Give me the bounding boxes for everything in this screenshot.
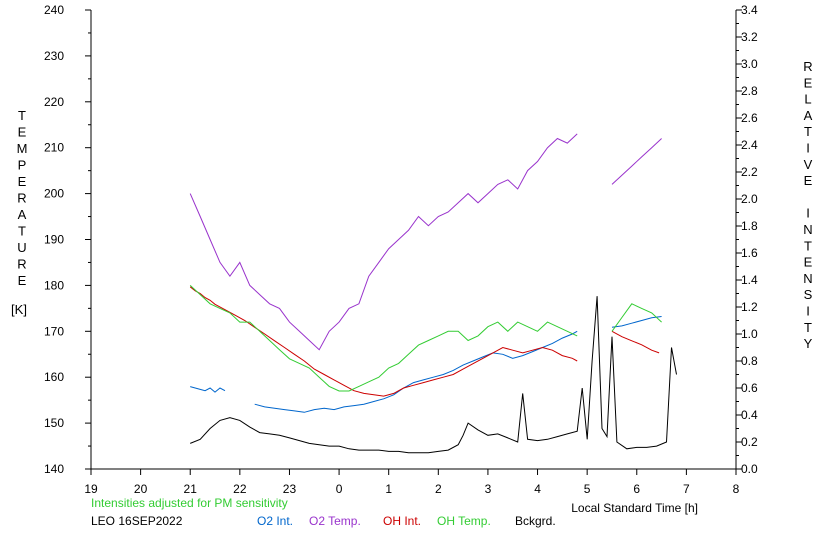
- y-right-tick-label: 2.0: [741, 192, 758, 206]
- x-tick-label: 7: [683, 482, 690, 496]
- y-right-tick-label: 2.8: [741, 84, 758, 98]
- x-tick-label: 6: [633, 482, 640, 496]
- series-line-segment: [190, 296, 677, 454]
- x-tick-label: 22: [233, 482, 247, 496]
- y-right-tick-label: 2.2: [741, 165, 758, 179]
- axes: [85, 9, 742, 475]
- y-left-tick-label: 160: [44, 370, 64, 384]
- y-left-label-letter: A: [18, 207, 27, 222]
- legend-o2-int: O2 Int.: [257, 514, 294, 528]
- y-left-label-letter: E: [18, 125, 27, 140]
- series-lines: [189, 133, 677, 454]
- y-right-label-letter: T: [804, 124, 812, 139]
- y-left-label-letter: E: [18, 174, 27, 189]
- x-tick-label: 3: [485, 482, 492, 496]
- y-right-tick-label: 3.2: [741, 30, 758, 44]
- y-right-label-letter: Y: [804, 336, 813, 351]
- y-left-tick-label: 190: [44, 233, 64, 247]
- y-left-tick-label: 150: [44, 416, 64, 430]
- series-bckgrd: [190, 296, 677, 454]
- series-line-segment: [611, 316, 662, 328]
- y-left-tick-label: 200: [44, 187, 64, 201]
- legend-oh-int: OH Int.: [383, 514, 422, 528]
- y-right-tick-label: 1.2: [741, 300, 758, 314]
- legend-oh-temp: OH Temp.: [437, 514, 491, 528]
- x-tick-label: 5: [584, 482, 591, 496]
- y-right-label-letter: N: [803, 271, 812, 286]
- series-line-segment: [254, 330, 578, 413]
- y-right-tick-label: 0.6: [741, 381, 758, 395]
- y-left-tick-label: 170: [44, 324, 64, 338]
- footer-station: LEO 16SEP2022: [91, 514, 183, 528]
- x-tick-label: 1: [385, 482, 392, 496]
- y-right-label-letter: T: [804, 238, 812, 253]
- series-o2-int: [190, 316, 662, 413]
- y-right-tick-label: 3.4: [741, 3, 758, 17]
- footer-note: Intensities adjusted for PM sensitivity: [91, 496, 288, 510]
- y-left-tick-label: 140: [44, 462, 64, 476]
- x-tick-label: 20: [134, 482, 148, 496]
- y-right-label-letter: S: [804, 287, 813, 302]
- series-line-segment: [189, 286, 578, 397]
- series-line-segment: [190, 386, 226, 393]
- series-line-segment: [611, 303, 662, 332]
- y-right-tick-label: 0.2: [741, 435, 758, 449]
- y-right-label-letter: E: [804, 255, 813, 270]
- y-left-label-letter: M: [17, 141, 28, 156]
- y-right-label-letter: E: [804, 173, 813, 188]
- series-line-segment: [611, 138, 662, 185]
- y-right-tick-label: 0.8: [741, 354, 758, 368]
- y-left-label-letter: R: [17, 191, 26, 206]
- y-right-tick-label: 1.4: [741, 273, 758, 287]
- y-right-tick-label: 1.0: [741, 327, 758, 341]
- x-axis-label: Local Standard Time [h]: [571, 501, 698, 515]
- series-oh-int: [189, 286, 660, 397]
- y-right-label-letter: I: [806, 304, 810, 319]
- x-tick-label: 8: [733, 482, 740, 496]
- y-right-label-letter: E: [804, 75, 813, 90]
- y-left-tick-label: 230: [44, 49, 64, 63]
- legend-bckgrd: Bckgrd.: [515, 514, 556, 528]
- y-right-label-letter: L: [804, 92, 811, 107]
- y-right-label-letter: I: [806, 206, 810, 221]
- y-left-label-letter: U: [17, 240, 26, 255]
- y-right-tick-label: 1.8: [741, 219, 758, 233]
- x-tick-label: 23: [283, 482, 297, 496]
- y-right-tick-label: 0.0: [741, 462, 758, 476]
- y-left-unit-label: [K]: [11, 302, 27, 317]
- y-left-label-letter: T: [18, 108, 26, 123]
- x-tick-label: 2: [435, 482, 442, 496]
- x-tick-label: 4: [534, 482, 541, 496]
- y-right-tick-label: 2.4: [741, 138, 758, 152]
- series-line-segment: [611, 330, 660, 354]
- y-right-tick-label: 3.0: [741, 57, 758, 71]
- y-right-label-letter: V: [804, 157, 813, 172]
- x-tick-label: 19: [84, 482, 98, 496]
- y-left-tick-label: 210: [44, 141, 64, 155]
- y-left-label-letter: P: [18, 158, 27, 173]
- y-right-tick-label: 2.6: [741, 111, 758, 125]
- y-right-label-letter: N: [803, 222, 812, 237]
- y-right-label-letter: R: [803, 59, 812, 74]
- series-o2-temp: [189, 133, 662, 351]
- series-oh-temp: [189, 285, 662, 392]
- y-left-tick-label: 220: [44, 95, 64, 109]
- y-right-label-letter: A: [804, 108, 813, 123]
- legend-o2-temp: O2 Temp.: [309, 514, 361, 528]
- y-right-tick-label: 0.4: [741, 408, 758, 422]
- series-line-segment: [189, 133, 578, 351]
- y-left-tick-label: 180: [44, 278, 64, 292]
- x-tick-label: 21: [184, 482, 198, 496]
- x-tick-label: 0: [336, 482, 343, 496]
- y-right-label-letter: I: [806, 141, 810, 156]
- series-line-segment: [189, 285, 578, 392]
- y-left-label-letter: T: [18, 224, 26, 239]
- y-left-label-letter: E: [18, 273, 27, 288]
- y-right-tick-label: 1.6: [741, 246, 758, 260]
- axis-labels: 1401501601701801902002102202302400.00.20…: [11, 3, 813, 515]
- y-left-label-letter: R: [17, 257, 26, 272]
- y-right-label-letter: T: [804, 320, 812, 335]
- y-left-tick-label: 240: [44, 3, 64, 17]
